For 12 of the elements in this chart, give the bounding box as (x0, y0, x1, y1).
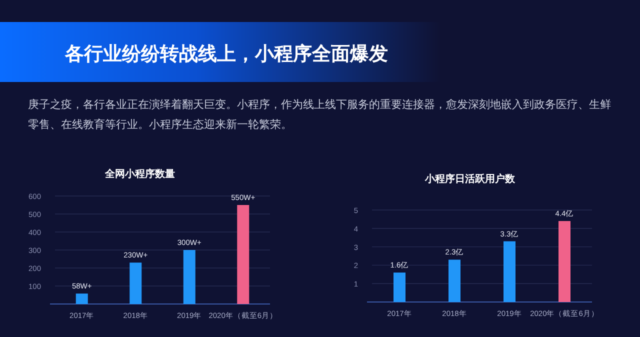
bar (504, 241, 516, 302)
chart-title: 全网小程序数量 (104, 168, 175, 180)
bar (183, 250, 196, 304)
bar (76, 294, 88, 304)
bar (130, 262, 142, 304)
bar (394, 272, 406, 302)
bar (448, 260, 460, 302)
text: 庚子之疫，各行各业正在演绎着翻天巨变。小程序，作为线上线下服务的重要连接器，愈发深刻地嵌入到政务医疗、生鲜零售、在线教育等行业。小程序生态迎来新一轮繁荣。 (28, 98, 612, 133)
chart-title: 小程序日活跃用户数 (424, 173, 516, 185)
bar (558, 221, 570, 302)
bar (237, 205, 250, 304)
text: 各行业纷纷转战线上，小程序全面爆发 (64, 43, 388, 65)
